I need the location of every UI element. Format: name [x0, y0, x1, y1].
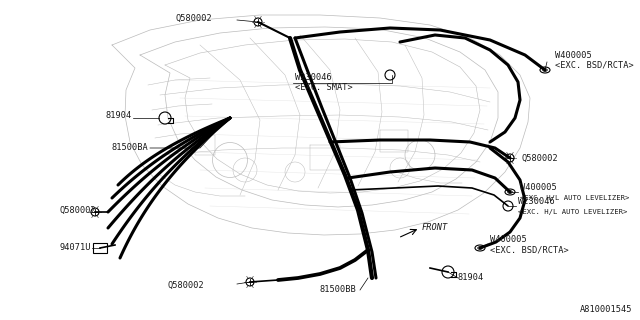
Text: 81904: 81904	[106, 110, 132, 119]
Text: Q580002: Q580002	[175, 13, 212, 22]
Bar	[93, 243, 107, 253]
Text: W230046: W230046	[518, 197, 555, 206]
Text: Q580002: Q580002	[168, 281, 205, 290]
Text: Q580002: Q580002	[60, 205, 97, 214]
Text: A810001545: A810001545	[579, 305, 632, 314]
Text: <EXC. BSD/RCTA>: <EXC. BSD/RCTA>	[555, 60, 634, 69]
Text: 81500BB: 81500BB	[320, 285, 356, 294]
Text: <EXC. H/L AUTO LEVELIZER>: <EXC. H/L AUTO LEVELIZER>	[520, 195, 629, 201]
Text: W400005: W400005	[490, 236, 527, 244]
Text: <EXC. SMAT>: <EXC. SMAT>	[295, 84, 353, 92]
Text: 81904: 81904	[458, 274, 484, 283]
Text: W230046: W230046	[295, 74, 332, 83]
Text: 81500BA: 81500BA	[111, 143, 148, 153]
Text: W400005: W400005	[520, 183, 557, 193]
Text: W400005: W400005	[555, 51, 592, 60]
Text: 94071U: 94071U	[60, 244, 92, 252]
Text: <EXC. BSD/RCTA>: <EXC. BSD/RCTA>	[490, 245, 569, 254]
Text: Q580002: Q580002	[522, 154, 559, 163]
Text: FRONT: FRONT	[422, 223, 448, 233]
Text: <EXC. H/L AUTO LEVELIZER>: <EXC. H/L AUTO LEVELIZER>	[518, 209, 627, 215]
